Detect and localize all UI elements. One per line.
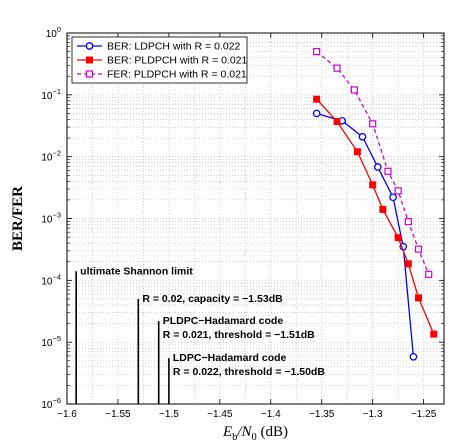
- y-tick-label: 10−4: [41, 272, 61, 287]
- x-tick-label: −1.45: [207, 409, 233, 420]
- data-point: [394, 187, 402, 195]
- y-tick-base: 10: [41, 400, 53, 411]
- data-point: [404, 218, 412, 226]
- y-tick-label: 10−2: [41, 149, 61, 164]
- x-tick-label: −1.3: [363, 409, 383, 420]
- y-tick-exponent: 0: [57, 25, 61, 34]
- legend-entry: BER: PLDPCH with R = 0.021: [107, 55, 248, 67]
- data-point: [425, 270, 433, 278]
- x-axis-title: Eb/N0 (dB): [222, 424, 288, 443]
- legend: BER: LDPCH with R = 0.022 BER: PLDPCH wit…: [71, 36, 248, 84]
- data-point: [369, 120, 377, 128]
- y-axis-title: BER/FER: [10, 186, 26, 251]
- data-point: [404, 260, 412, 268]
- data-point: [414, 245, 423, 253]
- y-tick-exponent: −3: [52, 211, 61, 220]
- data-point: [333, 64, 341, 72]
- data-point: [313, 48, 321, 56]
- annotation-text: ultimate Shannon limit: [80, 265, 193, 277]
- data-point: [312, 109, 321, 118]
- x-axis-title-sub1: b: [232, 432, 237, 443]
- axis-ticks: −1.6 −1.55 −1.5 −1.45 −1.4 −1.35 −1.3 −1.251001…: [41, 25, 444, 420]
- y-tick-exponent: −5: [52, 334, 61, 343]
- legend-swatch-marker: [85, 70, 94, 78]
- x-tick-label: −1.35: [309, 409, 335, 420]
- data-point: [409, 352, 418, 361]
- y-tick-base: 10: [41, 153, 53, 164]
- y-tick-label: 10−3: [41, 211, 61, 226]
- y-tick-exponent: −2: [52, 149, 61, 158]
- y-tick-exponent: −4: [52, 272, 61, 281]
- x-tick-label: −1.55: [105, 409, 131, 420]
- x-tick-label: −1.6: [57, 409, 77, 420]
- annotation-text: R = 0.021, threshold = −1.51dB: [163, 329, 315, 341]
- data-point: [358, 132, 367, 141]
- y-tick-exponent: −6: [52, 396, 61, 405]
- data-point: [389, 193, 397, 202]
- x-axis-title-sub2: 0: [252, 432, 257, 443]
- data-point: [313, 95, 321, 103]
- series-group: [312, 48, 438, 361]
- data-point: [415, 294, 423, 302]
- x-tick-label: −1.4: [261, 409, 281, 420]
- y-tick-exponent: −1: [52, 87, 61, 96]
- y-tick-label: 100: [46, 25, 61, 40]
- y-tick-base: 10: [46, 29, 58, 40]
- data-point: [384, 167, 392, 175]
- data-point: [394, 234, 402, 242]
- data-point: [353, 148, 361, 156]
- annotation-text: PLDPC−Hadamard code: [163, 315, 284, 327]
- legend-entry: BER: LDPCH with R = 0.022: [107, 41, 241, 53]
- y-tick-label: 10−1: [41, 87, 61, 102]
- data-point: [369, 181, 377, 189]
- annotation-text: R = 0.02, capacity = −1.53dB: [142, 293, 283, 305]
- legend-entry: FER: PLDPCH with R = 0.021: [107, 69, 247, 81]
- y-tick-label: 10−6: [41, 396, 61, 411]
- x-axis-title-unit: (dB): [257, 424, 288, 440]
- x-tick-label: −1.25: [411, 409, 437, 420]
- annotations: ultimate Shannon limit R = 0.02, capacity…: [75, 265, 325, 404]
- y-tick-base: 10: [41, 338, 53, 349]
- data-point: [379, 205, 387, 213]
- data-point: [373, 163, 382, 171]
- y-tick-base: 10: [41, 276, 53, 287]
- x-axis-title-main: E: [222, 424, 232, 440]
- annotation-text: LDPC−Hadamard code: [173, 352, 287, 364]
- data-point: [430, 330, 438, 338]
- data-point: [350, 86, 358, 94]
- series-2: [313, 48, 433, 278]
- series-1: [313, 95, 438, 338]
- y-tick-base: 10: [41, 215, 53, 226]
- data-point: [333, 118, 341, 126]
- x-tick-label: −1.5: [159, 409, 179, 420]
- x-axis-title-sep: /N: [236, 424, 252, 440]
- legend-swatch-marker: [86, 56, 93, 64]
- series-0: [312, 109, 418, 361]
- y-tick-base: 10: [41, 91, 53, 102]
- y-tick-label: 10−5: [41, 334, 61, 349]
- annotation-text: R = 0.022, threshold = −1.50dB: [173, 366, 325, 378]
- legend-swatch-marker: [85, 42, 94, 50]
